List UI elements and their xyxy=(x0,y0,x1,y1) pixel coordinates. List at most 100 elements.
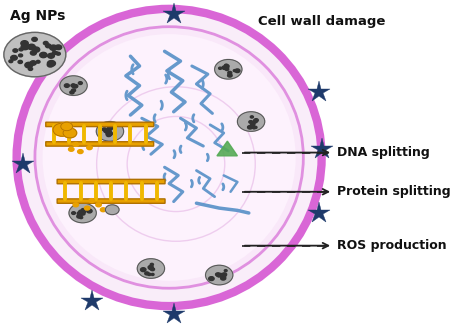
Circle shape xyxy=(221,275,226,278)
Circle shape xyxy=(82,211,85,213)
Circle shape xyxy=(100,208,106,212)
Ellipse shape xyxy=(17,9,322,306)
Circle shape xyxy=(249,121,253,123)
Polygon shape xyxy=(217,141,237,156)
Circle shape xyxy=(137,259,164,278)
Circle shape xyxy=(19,48,23,51)
Circle shape xyxy=(18,60,22,64)
Circle shape xyxy=(28,67,33,71)
Circle shape xyxy=(55,45,62,50)
Circle shape xyxy=(73,85,77,88)
FancyBboxPatch shape xyxy=(57,199,165,203)
Circle shape xyxy=(25,62,33,68)
Circle shape xyxy=(46,44,51,48)
Circle shape xyxy=(252,125,255,128)
FancyBboxPatch shape xyxy=(46,142,154,146)
Circle shape xyxy=(79,210,84,214)
Circle shape xyxy=(64,84,69,87)
Text: Protein splitting: Protein splitting xyxy=(337,185,450,198)
Circle shape xyxy=(80,216,82,219)
Circle shape xyxy=(81,212,85,215)
Circle shape xyxy=(50,45,57,51)
Circle shape xyxy=(228,72,232,74)
Circle shape xyxy=(219,67,222,69)
Circle shape xyxy=(253,127,255,129)
FancyBboxPatch shape xyxy=(57,179,165,184)
Circle shape xyxy=(47,53,55,58)
Circle shape xyxy=(216,273,220,276)
Circle shape xyxy=(216,273,220,276)
Circle shape xyxy=(70,91,74,94)
Circle shape xyxy=(87,146,92,150)
Circle shape xyxy=(224,65,229,68)
Circle shape xyxy=(9,60,13,63)
Circle shape xyxy=(250,116,254,118)
Circle shape xyxy=(250,123,255,126)
Circle shape xyxy=(148,265,153,269)
Circle shape xyxy=(215,59,242,79)
Circle shape xyxy=(69,203,96,223)
Circle shape xyxy=(222,66,227,70)
Circle shape xyxy=(224,270,227,272)
Circle shape xyxy=(28,44,35,50)
Circle shape xyxy=(109,127,113,129)
Circle shape xyxy=(96,122,124,141)
Circle shape xyxy=(209,277,214,280)
Circle shape xyxy=(36,60,40,63)
Circle shape xyxy=(63,128,77,138)
Circle shape xyxy=(106,133,111,136)
Circle shape xyxy=(106,132,110,135)
Circle shape xyxy=(77,212,82,215)
Circle shape xyxy=(78,82,82,85)
Circle shape xyxy=(217,273,222,277)
Circle shape xyxy=(61,122,73,131)
Circle shape xyxy=(73,85,77,88)
Circle shape xyxy=(4,32,66,77)
Circle shape xyxy=(87,209,92,213)
Circle shape xyxy=(13,49,18,52)
Circle shape xyxy=(150,263,154,266)
Circle shape xyxy=(237,112,264,131)
Circle shape xyxy=(233,70,236,72)
Circle shape xyxy=(32,37,37,41)
Text: Ag NPs: Ag NPs xyxy=(10,9,65,23)
Circle shape xyxy=(82,209,85,211)
Circle shape xyxy=(206,265,233,285)
Circle shape xyxy=(222,273,227,276)
Circle shape xyxy=(151,274,154,276)
Circle shape xyxy=(235,69,240,72)
Circle shape xyxy=(149,267,152,269)
Circle shape xyxy=(30,61,36,65)
Circle shape xyxy=(108,132,112,135)
Circle shape xyxy=(40,52,47,58)
Circle shape xyxy=(47,60,55,66)
Circle shape xyxy=(11,55,17,60)
Text: ROS production: ROS production xyxy=(337,239,447,252)
Circle shape xyxy=(60,76,87,95)
Circle shape xyxy=(47,63,54,67)
Circle shape xyxy=(53,51,57,54)
Circle shape xyxy=(71,84,75,87)
Circle shape xyxy=(77,215,82,218)
Circle shape xyxy=(150,268,153,270)
Circle shape xyxy=(89,199,94,203)
Circle shape xyxy=(226,66,228,69)
Circle shape xyxy=(107,132,112,136)
Circle shape xyxy=(18,54,23,57)
Circle shape xyxy=(78,150,83,154)
Circle shape xyxy=(145,272,149,275)
Circle shape xyxy=(109,130,111,133)
Circle shape xyxy=(141,268,146,272)
Circle shape xyxy=(148,273,151,276)
Circle shape xyxy=(247,126,252,129)
FancyBboxPatch shape xyxy=(46,122,154,127)
Circle shape xyxy=(72,84,76,87)
Circle shape xyxy=(105,205,119,215)
Circle shape xyxy=(84,206,90,210)
Circle shape xyxy=(225,64,228,67)
Circle shape xyxy=(72,89,75,92)
Circle shape xyxy=(102,128,107,131)
Circle shape xyxy=(73,203,79,207)
Circle shape xyxy=(71,84,74,87)
Circle shape xyxy=(217,274,221,277)
